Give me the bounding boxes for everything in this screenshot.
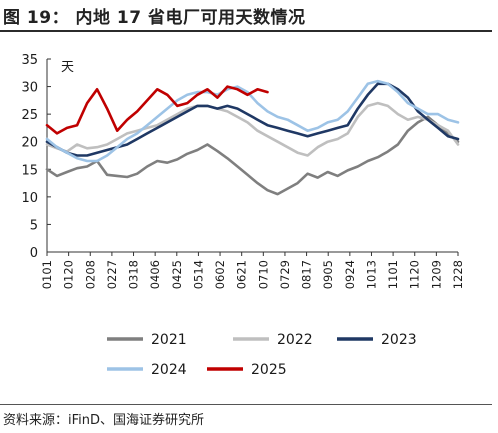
source-divider — [0, 404, 492, 405]
x-tick-label: 0602 — [213, 260, 227, 289]
x-tick-label: 1101 — [386, 260, 400, 289]
chart-axes: 0 5 10 15 20 25 30 35 天 0101 0120 0208 0227 0318 0406 0… — [21, 53, 465, 289]
x-tick-label: 0208 — [83, 260, 97, 289]
legend-label-2023: 2023 — [381, 332, 417, 348]
y-axis-unit-label: 天 — [61, 60, 74, 75]
x-tick-label: 0425 — [170, 260, 184, 289]
x-tick-label: 0318 — [127, 260, 141, 289]
figure-title: 图 19： 内地 17 省电厂可用天数情况 — [3, 8, 306, 28]
x-tick-label: 1013 — [364, 260, 378, 289]
series-line-2024 — [45, 79, 460, 163]
y-tick-label: 35 — [21, 53, 38, 68]
legend-label-2022: 2022 — [277, 332, 313, 348]
x-tick-label: 0924 — [343, 260, 357, 289]
legend-label-2021: 2021 — [151, 332, 187, 348]
x-tick-label: 1209 — [429, 260, 443, 289]
legend-label-2024: 2024 — [151, 362, 187, 378]
source-note: 资料来源：iFinD、国海证券研究所 — [3, 413, 205, 428]
series-line-2022 — [45, 101, 460, 157]
title-divider — [0, 30, 492, 32]
y-tick-label: 5 — [30, 218, 38, 233]
x-tick-label: 0729 — [278, 260, 292, 289]
x-tick-label: 0905 — [321, 260, 335, 289]
x-tick-label: 0406 — [148, 260, 162, 289]
y-tick-label: 20 — [21, 136, 38, 151]
figure-title-bar: 图 19： 内地 17 省电厂可用天数情况 — [0, 0, 498, 30]
x-tick-label: 0710 — [256, 260, 270, 289]
series-line-2025 — [45, 85, 269, 135]
y-tick-label: 10 — [21, 191, 38, 206]
chart-series-lines — [45, 79, 460, 196]
x-tick-label: 1228 — [451, 260, 465, 289]
x-tick-label: 0101 — [40, 260, 54, 289]
y-tick-label: 25 — [21, 108, 38, 123]
chart-legend: 2021 2022 2023 2024 2025 — [107, 332, 417, 378]
x-tick-label: 0227 — [105, 260, 119, 289]
y-tick-label: 15 — [21, 163, 38, 178]
series-line-2021 — [45, 115, 460, 196]
x-tick-label: 1120 — [408, 260, 422, 289]
x-tick-label: 0514 — [191, 260, 205, 289]
x-tick-label: 0621 — [235, 260, 249, 289]
x-tick-label: 0120 — [62, 260, 76, 289]
legend-label-2025: 2025 — [251, 362, 287, 378]
y-tick-label: 30 — [21, 81, 38, 96]
x-tick-label: 0817 — [300, 260, 314, 289]
y-tick-label: 0 — [30, 246, 38, 261]
